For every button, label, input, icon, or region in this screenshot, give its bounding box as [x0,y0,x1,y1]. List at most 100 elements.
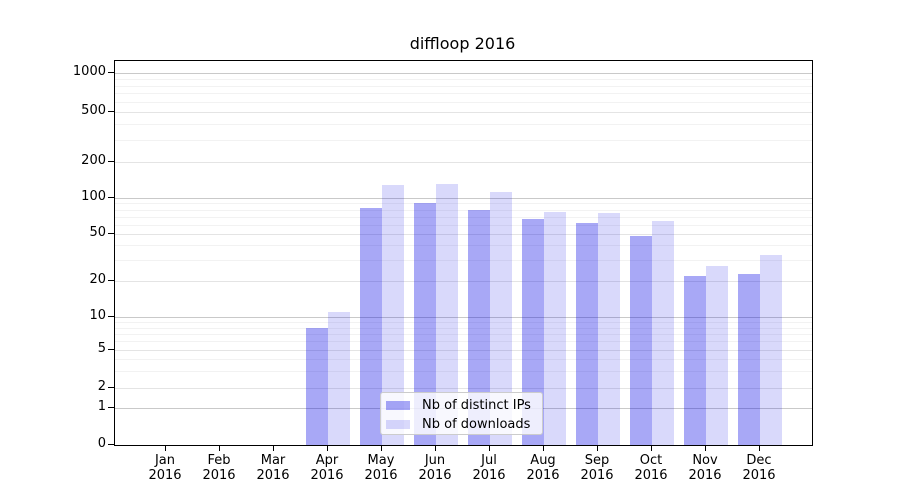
x-tick-label: Dec 2016 [742,453,776,483]
legend-row: Nb of distinct IPs [386,396,542,415]
gridline [115,371,812,373]
bar-distinct-ips-dec [738,273,760,445]
bar-downloads-jul [490,192,512,445]
legend-label-downloads: Nb of downloads [422,417,531,432]
y-tick-mark [108,349,114,350]
plot-area [114,60,813,446]
gridline [115,112,812,113]
y-tick-label: 500 [81,103,106,118]
bar-distinct-ips-aug [522,218,544,445]
y-tick-label: 200 [81,153,106,168]
bar-downloads-oct [652,221,674,445]
legend-row: Nb of downloads [386,415,542,434]
y-tick-mark [108,444,114,445]
gridline [115,198,812,199]
bars-layer [115,61,812,445]
gridlines-layer [115,61,812,445]
bar-distinct-ips-jul [468,210,490,445]
gridline [115,333,812,335]
x-tick-mark [327,445,328,451]
y-tick-label: 50 [89,225,106,240]
x-tick-label: Jan 2016 [148,453,182,483]
gridline [115,73,812,74]
x-tick-label: Sep 2016 [580,453,614,483]
x-tick-mark [759,445,760,451]
y-tick-mark [108,161,114,162]
y-tick-mark [108,316,114,317]
y-tick-label: 1000 [72,64,106,79]
legend-swatch-distinct-ips [386,401,410,410]
gridline [115,162,812,163]
y-tick-label: 100 [81,189,106,204]
gridline [115,350,812,351]
bar-distinct-ips-sep [576,222,598,445]
y-tick-label: 20 [89,272,106,287]
y-tick-mark [108,280,114,281]
legend-label-distinct-ips: Nb of distinct IPs [422,398,531,413]
x-tick-label: Feb 2016 [202,453,236,483]
x-tick-mark [489,445,490,451]
y-tick-label: 1 [97,399,106,414]
y-tick-mark [108,72,114,73]
gridline [115,281,812,282]
y-tick-mark [108,233,114,234]
x-tick-label: Mar 2016 [256,453,290,483]
gridline [115,216,812,218]
x-tick-label: Aug 2016 [526,453,560,483]
gridline [115,388,812,389]
gridline [115,139,812,141]
y-tick-mark [108,111,114,112]
bar-downloads-apr [328,312,350,445]
gridline [115,209,812,211]
bar-distinct-ips-apr [306,327,328,445]
x-tick-label: Jul 2016 [472,453,506,483]
gridline [115,224,812,226]
bar-downloads-sep [598,212,620,445]
gridline [115,234,812,235]
gridline [115,93,812,95]
bar-distinct-ips-may [360,207,382,445]
bar-distinct-ips-nov [684,276,706,445]
y-tick-mark [108,387,114,388]
bar-distinct-ips-oct [630,236,652,445]
x-tick-mark [219,445,220,451]
bar-downloads-may [382,185,404,445]
chart-title: diffloop 2016 [409,34,516,53]
x-tick-mark [273,445,274,451]
y-tick-mark [108,407,114,408]
gridline [115,124,812,126]
y-tick-label: 5 [97,341,106,356]
gridline [115,85,812,87]
y-tick-label: 0 [97,436,106,451]
x-tick-label: May 2016 [364,453,398,483]
x-tick-mark [435,445,436,451]
x-tick-label: Apr 2016 [310,453,344,483]
gridline [115,359,812,361]
gridline [115,245,812,247]
x-tick-mark [651,445,652,451]
x-tick-mark [597,445,598,451]
bar-downloads-aug [544,212,566,445]
gridline [115,322,812,324]
x-tick-mark [705,445,706,451]
gridline [115,327,812,329]
y-tick-label: 10 [89,308,106,323]
gridline [115,78,812,80]
gridline [115,341,812,343]
legend: Nb of distinct IPs Nb of downloads [380,392,543,435]
x-tick-label: Oct 2016 [634,453,668,483]
gridline [115,203,812,205]
y-tick-label: 2 [97,379,106,394]
x-tick-mark [543,445,544,451]
gridline [115,260,812,262]
x-tick-mark [381,445,382,451]
legend-swatch-downloads [386,420,410,429]
x-tick-mark [165,445,166,451]
bar-downloads-jun [436,183,458,445]
gridline [115,317,812,318]
x-tick-label: Jun 2016 [418,453,452,483]
y-tick-mark [108,197,114,198]
bar-distinct-ips-jun [414,202,436,445]
x-tick-label: Nov 2016 [688,453,722,483]
